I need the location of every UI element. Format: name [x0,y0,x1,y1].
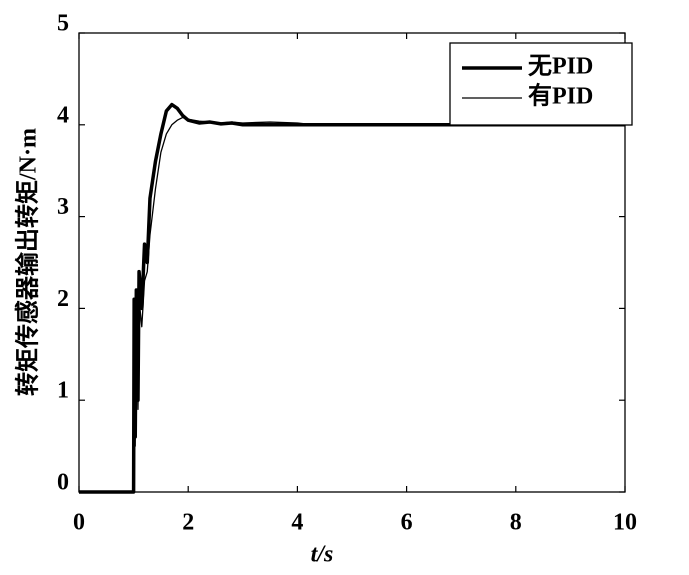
plot-frame [78,32,626,493]
y-tick-label: 0 [57,470,69,496]
x-tick-label: 0 [73,510,85,536]
x-axis-label: t/s [311,542,334,568]
data-line [79,116,625,493]
x-tick-label: 6 [401,510,413,536]
data-line [79,102,625,494]
y-tick-label: 1 [57,378,69,404]
x-tick-label: 2 [182,510,194,536]
x-tick-label: 10 [613,510,637,536]
y-tick-label: 4 [57,102,69,128]
legend-box [449,42,633,126]
legend-label: 无PID [528,54,593,80]
y-tick-label: 3 [57,194,69,220]
y-axis-label: 转矩传感器输出转矩/N·m [14,128,42,396]
legend-label: 有PID [528,83,593,110]
y-tick-label: 5 [57,11,69,37]
x-tick-label: 8 [510,510,522,536]
x-tick-label: 4 [291,510,303,536]
y-tick-label: 2 [57,286,69,312]
